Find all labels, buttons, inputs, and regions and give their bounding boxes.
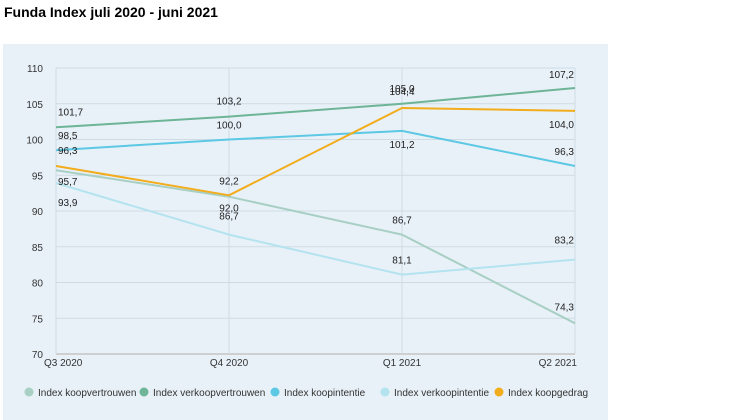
legend-swatch-icon bbox=[24, 387, 34, 397]
y-tick-label: 95 bbox=[32, 171, 44, 182]
y-tick-label: 90 bbox=[32, 207, 44, 218]
legend-item: Index verkoopvertrouwen bbox=[139, 387, 265, 399]
data-labels: 95,792,086,774,3101,7103,2105,0107,298,5… bbox=[58, 70, 574, 313]
y-tick-label: 70 bbox=[32, 350, 44, 361]
data-label: 107,2 bbox=[549, 70, 574, 81]
data-label: 98,5 bbox=[58, 131, 78, 142]
series-line-1 bbox=[55, 169, 576, 325]
series-line-3 bbox=[55, 129, 576, 167]
x-tick-label: Q1 2021 bbox=[383, 358, 422, 369]
y-tick-label: 100 bbox=[26, 136, 43, 147]
data-label: 74,3 bbox=[555, 302, 575, 313]
x-tick-label: Q2 2021 bbox=[539, 358, 578, 369]
series-lines bbox=[55, 87, 576, 325]
data-label: 96,3 bbox=[555, 147, 575, 158]
data-label: 95,7 bbox=[58, 177, 78, 188]
data-label: 92,0 bbox=[219, 204, 239, 215]
legend-item: Index verkoopintentie bbox=[380, 387, 490, 399]
legend-swatch-icon bbox=[270, 387, 280, 397]
data-label: 96,3 bbox=[58, 146, 78, 157]
legend-label: Index koopintentie bbox=[284, 388, 366, 399]
legend-item: Index koopintentie bbox=[270, 387, 366, 399]
data-label: 81,1 bbox=[392, 256, 412, 267]
data-label: 83,2 bbox=[555, 236, 575, 247]
legend-item: Index koopvertrouwen bbox=[24, 387, 136, 399]
data-label: 86,7 bbox=[219, 212, 239, 223]
chart-panel: 110 105 100 95 90 85 80 75 70 Q3 2020 Q4 2020 Q1 2… bbox=[3, 44, 608, 420]
data-label: 92,2 bbox=[219, 176, 239, 187]
y-tick-label: 85 bbox=[32, 243, 44, 254]
legend-label: Index verkoopvertrouwen bbox=[153, 388, 265, 399]
x-axis-ticks: Q3 2020 Q4 2020 Q1 2021 Q2 2021 bbox=[44, 358, 577, 369]
series-line-2 bbox=[55, 87, 576, 129]
y-tick-label: 80 bbox=[32, 279, 44, 290]
data-label: 93,9 bbox=[58, 198, 78, 209]
legend-swatch-icon bbox=[380, 387, 390, 397]
legend-label: Index koopvertrouwen bbox=[38, 388, 136, 399]
legend-label: Index koopgedrag bbox=[508, 388, 588, 399]
line-chart: 110 105 100 95 90 85 80 75 70 Q3 2020 Q4 2020 Q1 2… bbox=[24, 64, 588, 399]
page-title: Funda Index juli 2020 - juni 2021 bbox=[4, 4, 218, 20]
y-tick-label: 110 bbox=[27, 64, 43, 75]
x-tick-label: Q4 2020 bbox=[210, 358, 249, 369]
y-axis-ticks: 110 105 100 95 90 85 80 75 70 bbox=[26, 64, 43, 361]
data-label: 104,0 bbox=[549, 120, 574, 131]
series-line-5 bbox=[55, 107, 576, 197]
legend-swatch-icon bbox=[494, 387, 504, 397]
y-tick-label: 105 bbox=[26, 100, 43, 111]
legend-item: Index koopgedrag bbox=[494, 387, 588, 399]
legend-label: Index verkoopintentie bbox=[394, 388, 490, 399]
y-tick-label: 75 bbox=[32, 314, 44, 325]
data-label: 100,0 bbox=[216, 121, 241, 132]
x-tick-label: Q3 2020 bbox=[44, 358, 83, 369]
legend-swatch-icon bbox=[139, 387, 149, 397]
data-label: 103,2 bbox=[216, 97, 241, 108]
legend: Index koopvertrouwen Index verkoopvertrou… bbox=[24, 387, 588, 399]
series-line-4 bbox=[55, 182, 576, 276]
data-label: 86,7 bbox=[392, 216, 412, 227]
data-label: 101,7 bbox=[58, 107, 83, 118]
data-label: 101,2 bbox=[389, 140, 414, 151]
data-label: 105,0 bbox=[389, 84, 414, 95]
data-label: 104,4 bbox=[389, 87, 414, 98]
